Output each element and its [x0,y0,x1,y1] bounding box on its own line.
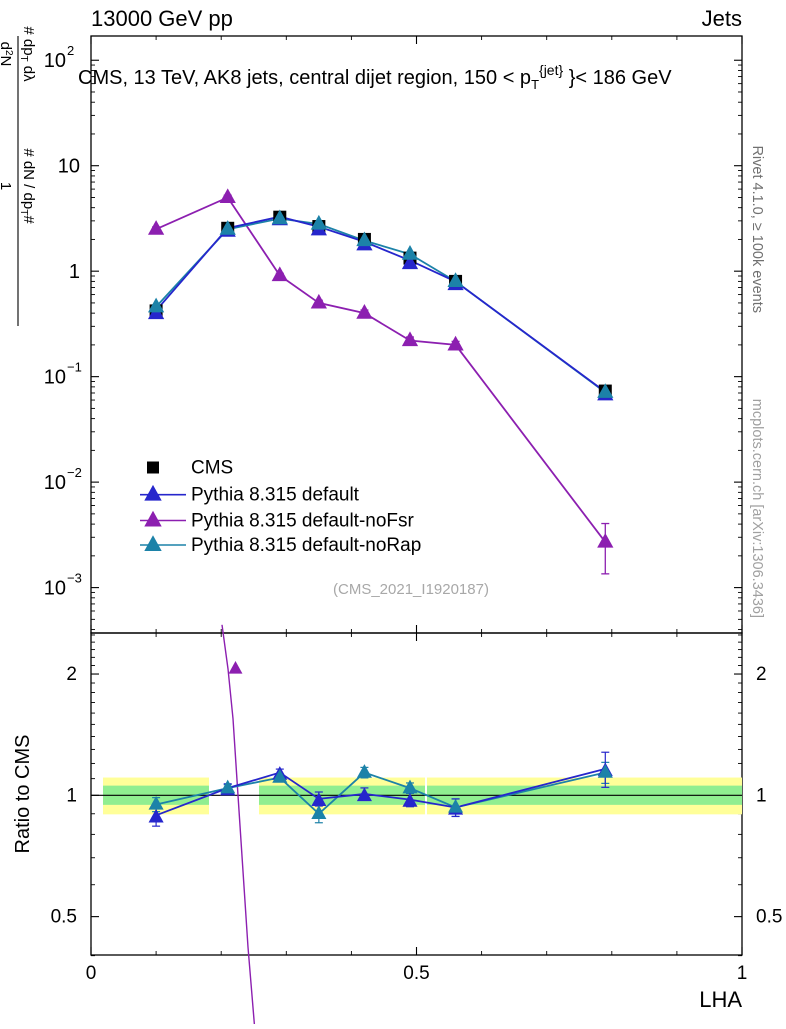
svg-text:1: 1 [756,785,767,806]
svg-text:2: 2 [756,664,767,685]
svg-text:LHA: LHA [699,987,742,1012]
svg-text:13000 GeV pp: 13000 GeV pp [91,6,233,31]
svg-text:Pythia 8.315 default-noFsr: Pythia 8.315 default-noFsr [191,511,415,532]
svg-text:0: 0 [86,963,97,984]
svg-text:Pythia 8.315 default-noRap: Pythia 8.315 default-noRap [191,535,421,556]
svg-text:−1: −1 [67,360,82,375]
svg-text:2: 2 [67,43,74,58]
svg-text:CMS: CMS [191,458,233,479]
svg-text:0.5: 0.5 [756,907,782,928]
svg-text:Ratio to CMS: Ratio to CMS [12,735,34,854]
svg-text:−3: −3 [67,571,82,586]
svg-text:CMS, 13 TeV, AK8 jets, central: CMS, 13 TeV, AK8 jets, central dijet reg… [78,62,672,92]
svg-text:1: 1 [69,261,80,283]
svg-text:(CMS_2021_I1920187): (CMS_2021_I1920187) [333,581,489,598]
svg-text:1: 1 [0,182,14,190]
svg-text:0.5: 0.5 [51,907,77,928]
svg-text:10: 10 [58,156,80,178]
svg-text:10: 10 [44,50,66,72]
svg-text:10: 10 [44,472,66,494]
svg-text:# dpT dλ: # dpT dλ [18,26,37,82]
svg-text:2: 2 [66,664,77,685]
svg-text:10: 10 [44,367,66,389]
svg-text:1: 1 [66,785,77,806]
svg-text:mcplots.cern.ch [arXiv:1306.34: mcplots.cern.ch [arXiv:1306.3436] [749,399,765,618]
svg-text:1: 1 [737,963,748,984]
svg-text:−2: −2 [67,465,82,480]
svg-text:Rivet 4.1.0, ≥ 100k events: Rivet 4.1.0, ≥ 100k events [749,145,765,313]
svg-text:0.5: 0.5 [403,963,429,984]
svg-text:10: 10 [44,578,66,600]
svg-text:Pythia 8.315 default: Pythia 8.315 default [191,485,360,506]
svg-text:Jets: Jets [702,6,742,31]
